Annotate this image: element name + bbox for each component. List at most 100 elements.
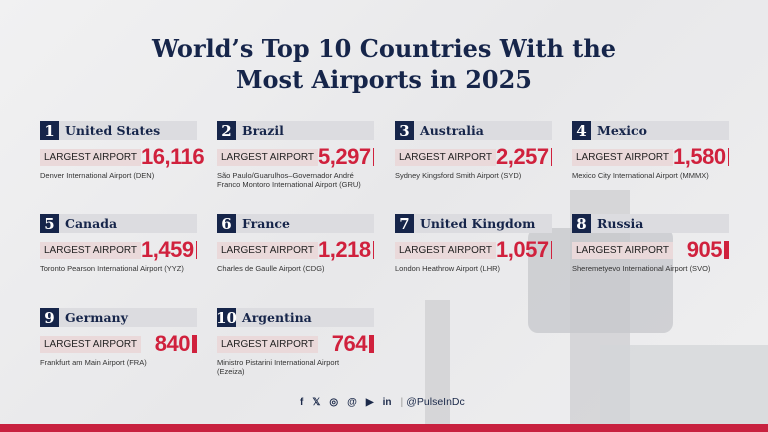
largest-airport-label: LARGEST AIRPORT — [572, 148, 673, 166]
count-tag — [372, 148, 374, 166]
stat-row: LARGEST AIRPORT 5,297 — [217, 144, 374, 169]
count-tag — [550, 241, 552, 259]
largest-airport-label: LARGEST AIRPORT — [395, 241, 496, 259]
country-card: 6 France LARGEST AIRPORT 1,218 Charles d… — [217, 214, 374, 273]
card-header: 10 Argentina — [216, 308, 374, 327]
card-header: 1 United States — [40, 121, 197, 140]
country-name: Argentina — [242, 310, 312, 325]
airport-count: 905 — [686, 237, 723, 262]
rank-badge: 1 — [40, 121, 59, 140]
count-tag — [195, 241, 197, 259]
largest-airport-label: LARGEST AIRPORT — [40, 148, 141, 166]
rank-badge: 7 — [395, 214, 414, 233]
airport-count: 1,580 — [673, 144, 726, 169]
largest-airport-label: LARGEST AIRPORT — [40, 335, 141, 353]
rank-badge: 5 — [40, 214, 59, 233]
terminal-building — [600, 345, 768, 425]
country-card: 9 Germany LARGEST AIRPORT 840 Frankfurt … — [40, 308, 197, 367]
handle[interactable]: @PulseInDc — [406, 396, 465, 408]
rank-badge: 8 — [572, 214, 591, 233]
stat-row: LARGEST AIRPORT 1,218 — [217, 237, 374, 262]
card-header: 7 United Kingdom — [395, 214, 552, 233]
x-icon[interactable]: 𝕏 — [312, 396, 321, 408]
country-card: 5 Canada LARGEST AIRPORT 1,459 Toronto P… — [40, 214, 197, 273]
country-card: 2 Brazil LARGEST AIRPORT 5,297 São Paulo… — [217, 121, 374, 189]
country-name: Mexico — [597, 123, 647, 138]
airport-name: Ministro Pistarini International Airport… — [217, 358, 340, 376]
count-tag — [727, 148, 729, 166]
airport-count: 840 — [154, 331, 191, 356]
rank-badge: 9 — [40, 308, 59, 327]
facebook-icon[interactable]: f — [300, 396, 304, 408]
largest-airport-label: LARGEST AIRPORT — [40, 241, 141, 259]
stat-row: LARGEST AIRPORT 1,057 — [395, 237, 552, 262]
largest-airport-label: LARGEST AIRPORT — [217, 335, 318, 353]
country-name: Canada — [65, 216, 118, 231]
country-card: 8 Russia LARGEST AIRPORT 905 Sheremetyev… — [572, 214, 729, 273]
airport-count: 16,116 — [141, 144, 205, 169]
title-line-1: World’s Top 10 Countries With the — [151, 34, 617, 63]
linkedin-icon[interactable]: in — [382, 396, 392, 408]
title-line-2: Most Airports in 2025 — [235, 65, 532, 94]
airport-name: Charles de Gaulle Airport (CDG) — [217, 264, 325, 273]
airport-name: London Heathrow Airport (LHR) — [395, 264, 501, 273]
country-name: Germany — [65, 310, 128, 325]
country-name: Brazil — [242, 123, 284, 138]
airport-name: Sheremetyevo International Airport (SVO) — [572, 264, 711, 273]
count-tag — [192, 335, 197, 353]
stat-row: LARGEST AIRPORT 840 — [40, 331, 197, 356]
largest-airport-label: LARGEST AIRPORT — [572, 241, 673, 259]
airport-count: 5,297 — [318, 144, 371, 169]
stat-row: LARGEST AIRPORT 16,116 — [40, 144, 205, 169]
instagram-icon[interactable]: ◎ — [329, 396, 339, 408]
country-card: 10 Argentina LARGEST AIRPORT 764 Ministr… — [216, 308, 374, 376]
card-header: 3 Australia — [395, 121, 552, 140]
small-tower — [425, 300, 450, 424]
stat-row: LARGEST AIRPORT 1,580 — [572, 144, 729, 169]
country-card: 3 Australia LARGEST AIRPORT 2,257 Sydney… — [395, 121, 552, 180]
bottom-accent-bar — [0, 424, 768, 432]
card-header: 5 Canada — [40, 214, 197, 233]
country-card: 4 Mexico LARGEST AIRPORT 1,580 Mexico Ci… — [572, 121, 729, 180]
airport-name: Toronto Pearson International Airport (Y… — [40, 264, 184, 273]
airport-count: 1,057 — [496, 237, 549, 262]
count-tag — [372, 241, 374, 259]
count-tag — [550, 148, 552, 166]
country-name: Australia — [420, 123, 484, 138]
stat-row: LARGEST AIRPORT 2,257 — [395, 144, 552, 169]
country-card: 1 United States LARGEST AIRPORT 16,116 D… — [40, 121, 205, 180]
youtube-icon[interactable]: ▶ — [365, 396, 374, 408]
largest-airport-label: LARGEST AIRPORT — [217, 241, 318, 259]
airport-name: São Paulo/Guarulhos–Governador André Fra… — [217, 171, 361, 189]
page-title: World’s Top 10 Countries With the Most A… — [0, 33, 768, 95]
stat-row: LARGEST AIRPORT 1,459 — [40, 237, 197, 262]
country-name: United Kingdom — [420, 216, 536, 231]
stat-row: LARGEST AIRPORT 764 — [217, 331, 374, 356]
airport-name: Frankfurt am Main Airport (FRA) — [40, 358, 147, 367]
count-tag — [724, 241, 729, 259]
rank-badge: 2 — [217, 121, 236, 140]
social-footer: f 𝕏 ◎ @ ▶ in | @PulseInDc — [300, 396, 465, 408]
card-header: 8 Russia — [572, 214, 729, 233]
rank-badge: 6 — [217, 214, 236, 233]
largest-airport-label: LARGEST AIRPORT — [395, 148, 496, 166]
card-header: 9 Germany — [40, 308, 197, 327]
separator: | — [400, 396, 404, 408]
rank-badge: 10 — [216, 308, 237, 327]
airport-count: 2,257 — [496, 144, 549, 169]
airport-name: Sydney Kingsford Smith Airport (SYD) — [395, 171, 522, 180]
card-header: 2 Brazil — [217, 121, 374, 140]
airport-count: 764 — [331, 331, 368, 356]
airport-name: Mexico City International Airport (MMMX) — [572, 171, 709, 180]
country-name: Russia — [597, 216, 644, 231]
count-tag — [369, 335, 374, 353]
country-name: United States — [65, 123, 161, 138]
threads-icon[interactable]: @ — [347, 396, 357, 408]
airport-count: 1,218 — [318, 237, 371, 262]
airport-name: Denver International Airport (DEN) — [40, 171, 155, 180]
airport-count: 1,459 — [141, 237, 194, 262]
country-name: France — [242, 216, 290, 231]
rank-badge: 4 — [572, 121, 591, 140]
rank-badge: 3 — [395, 121, 414, 140]
stat-row: LARGEST AIRPORT 905 — [572, 237, 729, 262]
